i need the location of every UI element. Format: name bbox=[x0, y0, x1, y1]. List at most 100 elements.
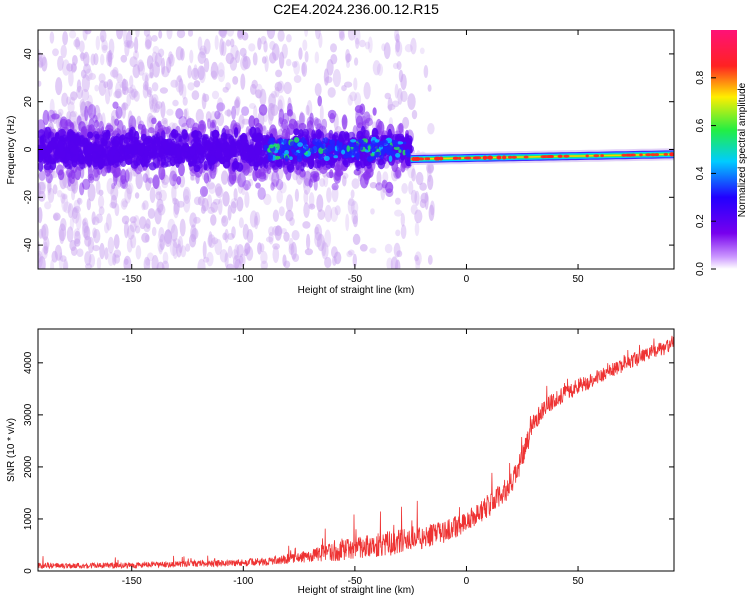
spectrogram-cell bbox=[187, 82, 195, 91]
spectrogram-cell bbox=[145, 34, 153, 49]
spectrogram-cell bbox=[413, 157, 419, 161]
spectrogram-cell bbox=[219, 30, 228, 39]
spectrogram-cell bbox=[189, 148, 196, 156]
spectrogram-cell bbox=[57, 108, 64, 117]
spectrogram-cell bbox=[303, 202, 310, 219]
spectrogram-cell bbox=[272, 209, 279, 222]
spectrogram-cell bbox=[51, 113, 60, 120]
x-tick-label: -150 bbox=[122, 274, 142, 285]
spectrogram-cell bbox=[191, 67, 200, 81]
spectrogram-cell bbox=[414, 254, 419, 262]
spectrogram-cell bbox=[375, 182, 383, 191]
spectrogram-cell bbox=[234, 97, 240, 116]
spectrogram-cell bbox=[352, 233, 361, 245]
spectrogram-cell bbox=[404, 149, 411, 156]
spectrogram-cell bbox=[100, 53, 105, 66]
spectrogram-cell bbox=[388, 155, 393, 162]
spectrogram-cell bbox=[398, 149, 402, 154]
spectrogram-cell bbox=[268, 231, 274, 245]
spectrogram-cell bbox=[145, 166, 150, 183]
spectrogram-cell bbox=[167, 147, 175, 156]
spectrogram-cell bbox=[101, 39, 108, 54]
spectrogram-cell bbox=[174, 158, 179, 164]
spectrogram-cell bbox=[355, 37, 360, 50]
spectrogram-cell bbox=[400, 90, 408, 103]
spectrogram-cell bbox=[350, 200, 359, 215]
spectrogram-cell bbox=[121, 78, 127, 95]
spectrogram-cell bbox=[86, 157, 92, 168]
spectrogram-cell bbox=[261, 56, 267, 64]
spectrogram-cell bbox=[319, 159, 326, 166]
spectrogram-cell bbox=[151, 226, 157, 237]
spectrogram-cell bbox=[41, 56, 48, 72]
spectrogram-cell bbox=[67, 203, 74, 219]
spectrogram-cell bbox=[343, 131, 350, 141]
spectrogram-cell bbox=[214, 35, 219, 50]
spectrogram-cell bbox=[53, 213, 59, 222]
spectrogram-cell bbox=[310, 171, 320, 178]
spectrogram-cell bbox=[257, 37, 262, 51]
spectrogram-cell bbox=[58, 252, 63, 269]
spectrogram-cell bbox=[93, 53, 99, 66]
spectrogram-cell bbox=[47, 187, 55, 203]
spectrogram-cell bbox=[63, 260, 68, 269]
spectrogram-cell bbox=[286, 109, 294, 117]
spectrogram-cell bbox=[359, 145, 364, 151]
spectrogram-cell bbox=[645, 153, 652, 157]
snr-x-ticks: -150 -100 -50 0 50 bbox=[122, 329, 584, 587]
y-tick-label: 20 bbox=[23, 96, 34, 108]
spectrogram-cell bbox=[84, 251, 92, 266]
spectrogram-cell bbox=[134, 225, 141, 234]
spectrogram-cell bbox=[211, 119, 217, 128]
spectrogram-cell bbox=[60, 116, 68, 129]
spectrogram-cell bbox=[252, 169, 259, 182]
spectrogram-cell bbox=[353, 168, 361, 176]
spectrogram-cell bbox=[411, 168, 416, 182]
spectrogram-cell bbox=[210, 201, 219, 213]
y-tick-label: -40 bbox=[23, 237, 34, 252]
y-tick-label: 2000 bbox=[23, 455, 34, 478]
spectrogram-cell bbox=[68, 170, 76, 184]
spectrogram-cell bbox=[404, 44, 413, 53]
spectrogram-cell bbox=[257, 242, 262, 255]
spectrogram-cell bbox=[38, 256, 46, 269]
spectrogram-cell bbox=[123, 137, 131, 144]
y-tick-label: 0 bbox=[23, 146, 34, 152]
spectrogram-cell bbox=[130, 234, 137, 249]
spectrogram-cell bbox=[209, 155, 217, 165]
spectrogram-cell bbox=[251, 79, 258, 89]
spectrogram-cell bbox=[234, 259, 242, 269]
spectrogram-cell bbox=[343, 154, 349, 159]
spectrogram-cell bbox=[244, 191, 250, 208]
spectrogram-cell bbox=[170, 129, 179, 139]
spectrogram-cell bbox=[427, 254, 433, 265]
spectrogram-cell bbox=[135, 172, 143, 190]
spectrogram-cell bbox=[45, 137, 50, 144]
spectrogram-cell bbox=[152, 61, 160, 78]
spectrogram-cell bbox=[47, 154, 56, 165]
spectrogram-cell bbox=[193, 64, 198, 78]
spectrogram-cell bbox=[329, 139, 333, 144]
spectrogram-cell bbox=[304, 30, 309, 37]
spectrogram-cell bbox=[127, 224, 135, 240]
spectrogram-cell bbox=[335, 162, 340, 176]
spectrogram-cell bbox=[206, 251, 214, 267]
spectrogram-cell bbox=[323, 68, 329, 86]
spectrogram-cell bbox=[426, 162, 435, 174]
spectrogram-cell bbox=[41, 223, 49, 241]
spectrogram-cell bbox=[410, 189, 418, 204]
spectrogram-cell bbox=[230, 198, 239, 209]
spectrogram-cell bbox=[427, 123, 435, 135]
spectrogram-cell bbox=[75, 36, 80, 50]
spectrogram-cell bbox=[333, 155, 339, 159]
spectrogram-cell bbox=[135, 245, 142, 260]
spectrogram-cell bbox=[79, 99, 86, 111]
spectrogram-cell bbox=[65, 153, 71, 161]
spectrogram-cell bbox=[396, 250, 403, 258]
spectrogram-cell bbox=[170, 138, 176, 149]
spectrogram-cell bbox=[145, 218, 151, 229]
spectrogram-cell bbox=[230, 38, 235, 48]
spectrogram-cell bbox=[59, 148, 66, 159]
spectrogram-cell bbox=[114, 88, 123, 99]
spectrogram-cell bbox=[133, 155, 140, 167]
